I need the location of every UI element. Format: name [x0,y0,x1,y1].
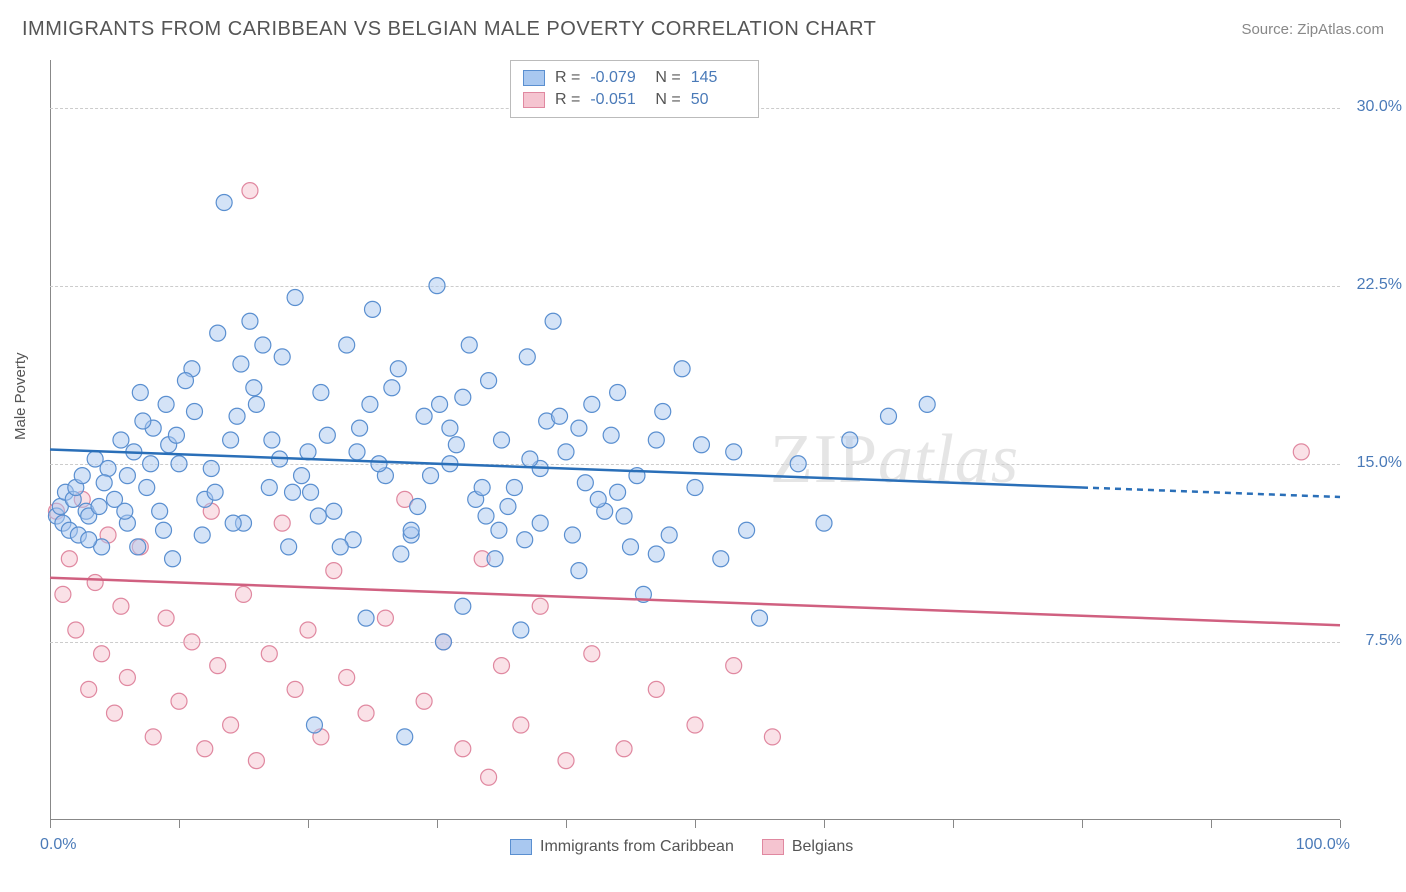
x-tick [824,820,825,828]
swatch-caribbean-icon [510,839,532,855]
n-value-b: 50 [691,91,746,109]
x-tick [308,820,309,828]
y-tick-label: 22.5% [1347,276,1402,294]
x-min-label: 0.0% [40,836,76,854]
swatch-belgians-icon [762,839,784,855]
swatch-caribbean [523,70,545,86]
x-max-label: 100.0% [1296,836,1350,854]
x-tick [953,820,954,828]
series-b-name: Belgians [792,838,853,856]
x-tick [566,820,567,828]
r-value-a: -0.079 [590,69,645,87]
x-tick [179,820,180,828]
n-value-a: 145 [691,69,746,87]
swatch-belgians [523,92,545,108]
chart-title: IMMIGRANTS FROM CARIBBEAN VS BELGIAN MAL… [22,18,876,41]
series-a-name: Immigrants from Caribbean [540,838,734,856]
legend-row-b: R = -0.051 N = 50 [523,89,746,111]
r-value-b: -0.051 [590,91,645,109]
x-tick [50,820,51,828]
legend-item-caribbean: Immigrants from Caribbean [510,838,734,856]
legend-row-a: R = -0.079 N = 145 [523,67,746,89]
legend-item-belgians: Belgians [762,838,853,856]
x-tick [695,820,696,828]
x-tick [1211,820,1212,828]
chart-header: IMMIGRANTS FROM CARIBBEAN VS BELGIAN MAL… [0,0,1406,51]
scatter-plot [50,60,1340,820]
y-tick-label: 7.5% [1347,632,1402,650]
y-tick-label: 30.0% [1347,98,1402,116]
y-tick-label: 15.0% [1347,454,1402,472]
x-tick [1082,820,1083,828]
y-axis-label: Male Poverty [12,352,29,440]
series-legend: Immigrants from Caribbean Belgians [510,838,853,856]
chart-area: ZIPatlas 7.5%15.0%22.5%30.0% R = -0.079 … [50,60,1340,820]
source-attribution: Source: ZipAtlas.com [1241,21,1384,38]
x-tick [437,820,438,828]
correlation-legend: R = -0.079 N = 145 R = -0.051 N = 50 [510,60,759,118]
x-tick [1340,820,1341,828]
